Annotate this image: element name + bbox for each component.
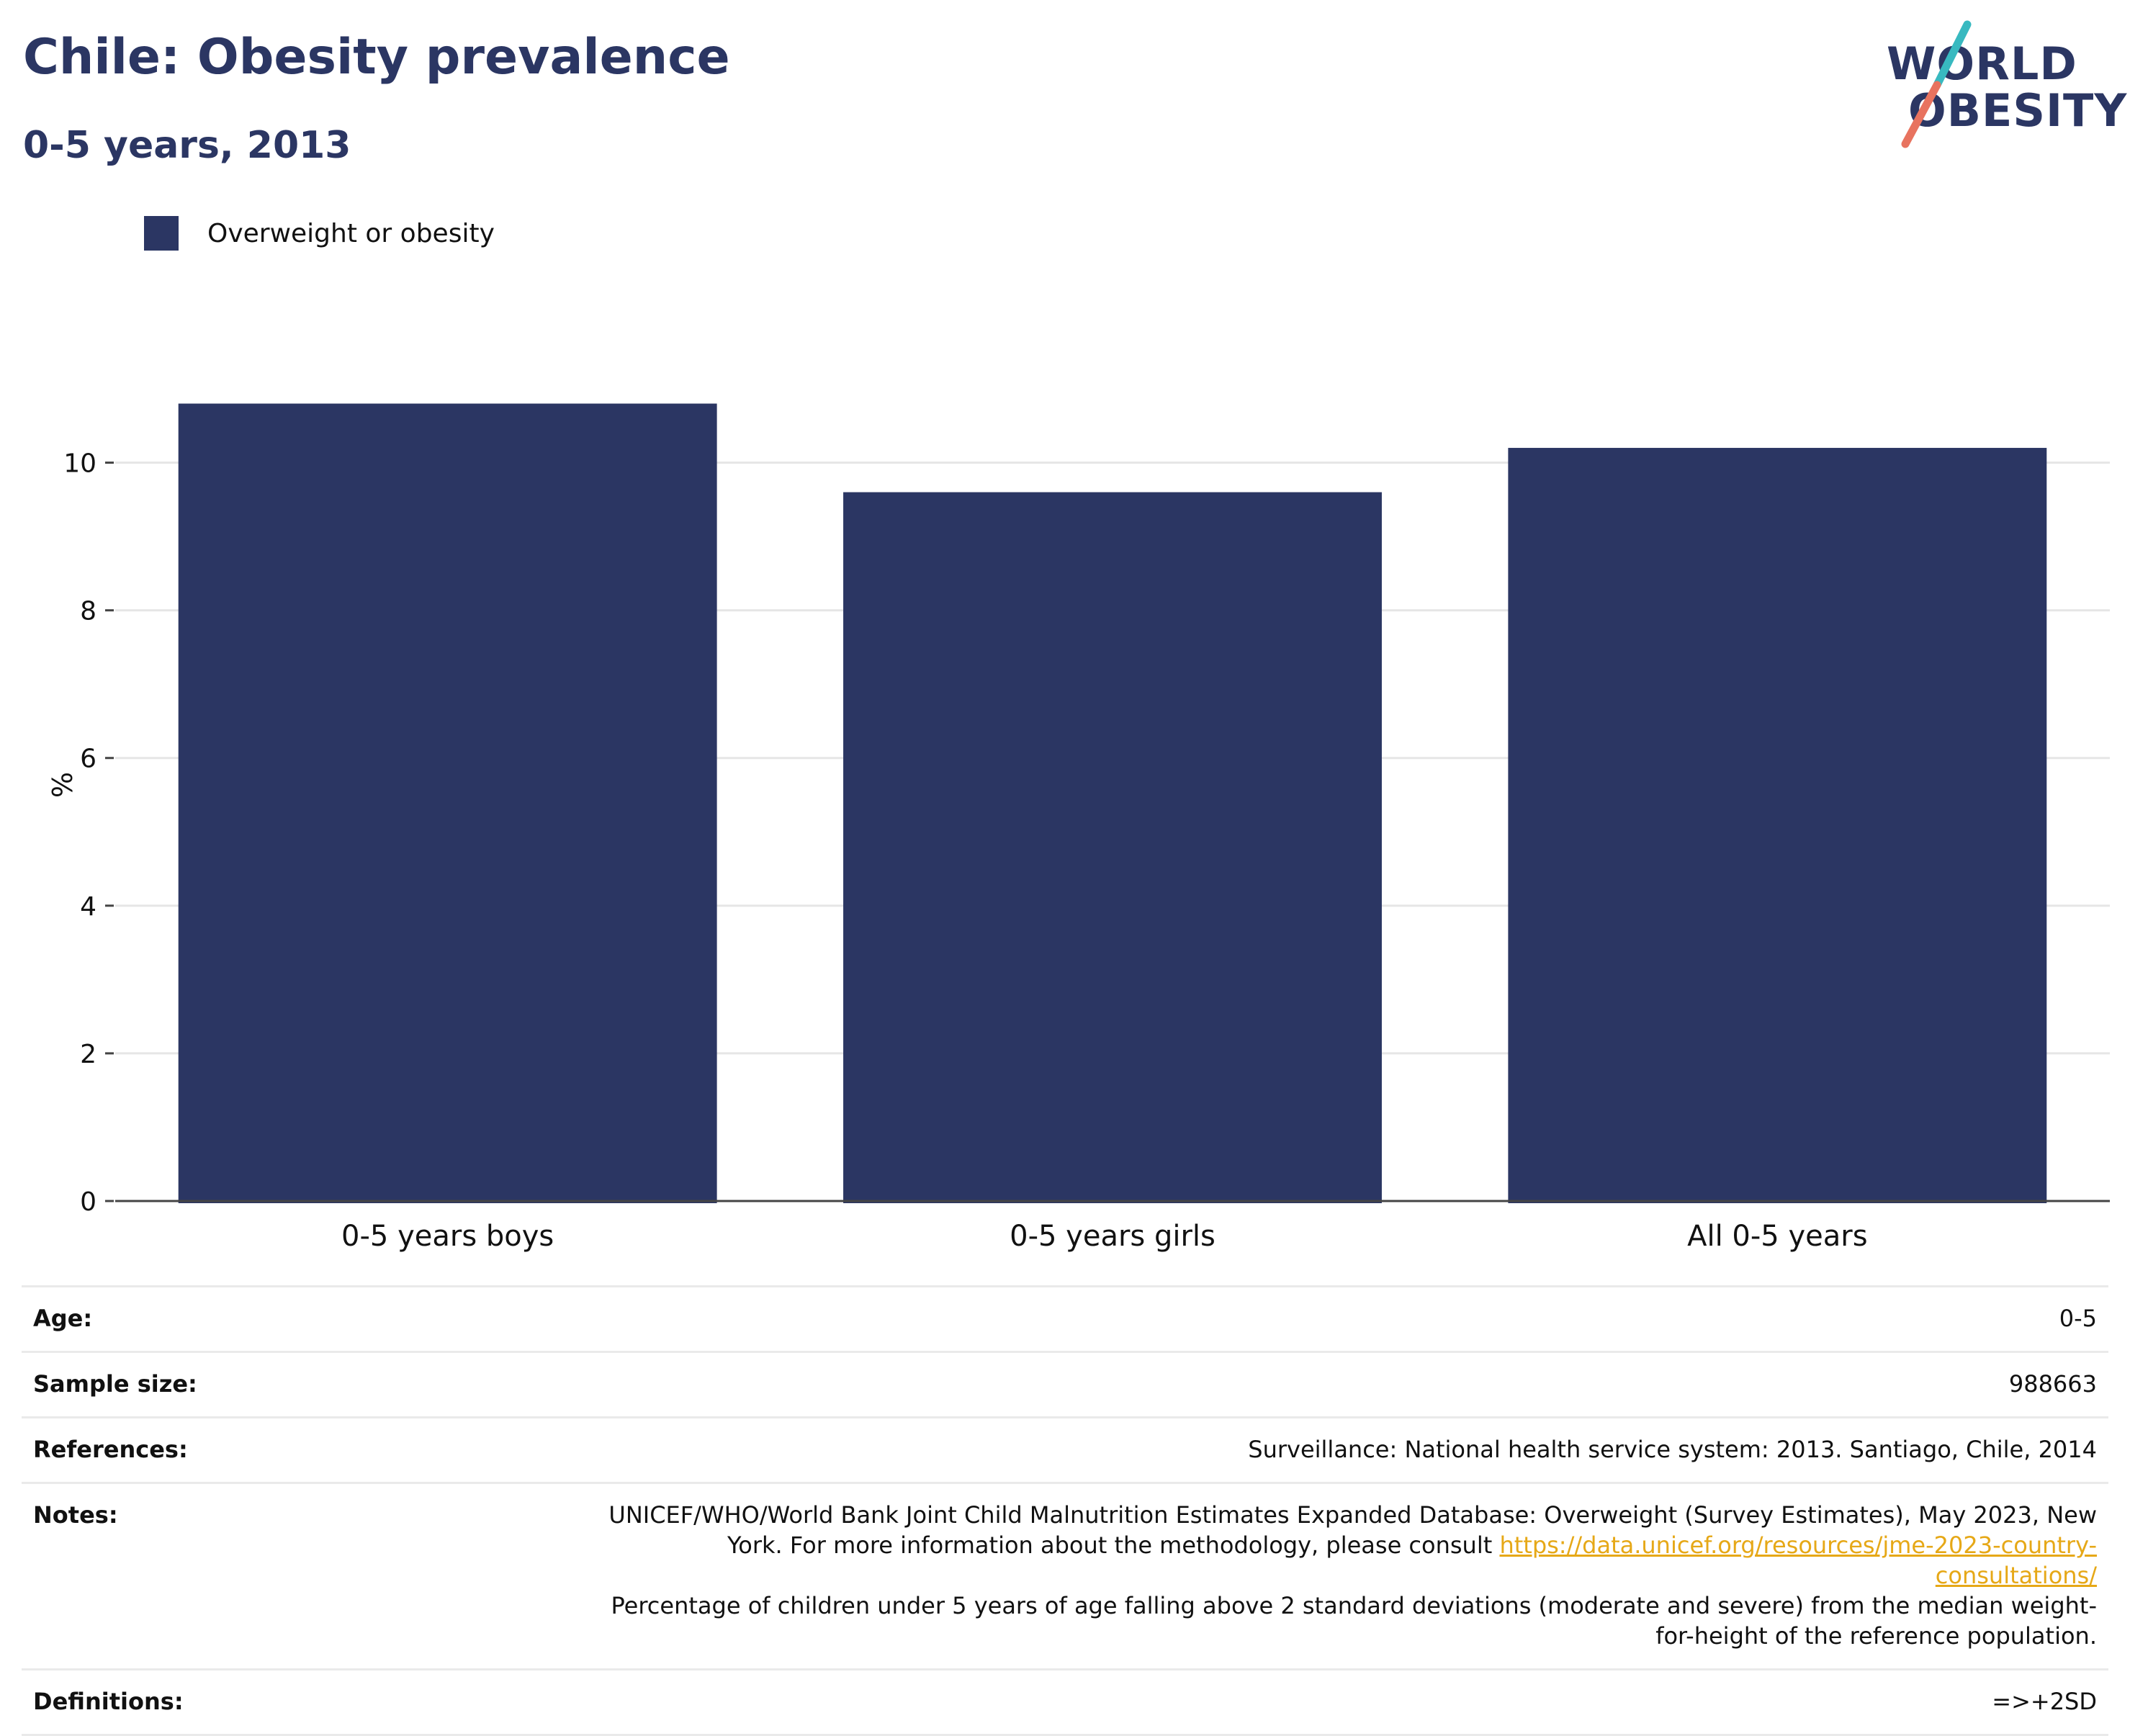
y-tick-label: 4 [80,892,96,922]
references-value: Surveillance: National health service sy… [1248,1436,2097,1463]
definitions-label: Definitions: [33,1688,184,1715]
details-row-notes: Notes: UNICEF/WHO/World Bank Joint Child… [22,1482,2108,1668]
bar-chart: 0 2 4 6 8 10 0-5 years boys 0-5 years girls All… [45,403,2110,1253]
notes-text-1: UNICEF/WHO/World Bank Joint Child Malnut… [608,1501,2097,1559]
bar[interactable] [178,403,717,1204]
details-row-sample-size: Sample size: 988663 [22,1351,2108,1416]
legend-label: Overweight or obesity [207,218,495,248]
bar[interactable] [843,492,1382,1203]
x-tick-label: All 0-5 years [1687,1220,1867,1253]
bar[interactable] [1508,448,2047,1203]
references-label: References: [33,1436,188,1463]
y-tick-label: 8 [80,597,96,626]
definitions-value: =>+2SD [1992,1688,2097,1715]
notes-value: UNICEF/WHO/World Bank Joint Child Malnut… [585,1500,2097,1651]
y-tick-label: 0 [80,1187,96,1217]
legend-swatch [144,216,179,251]
details-row-definitions: Definitions: =>+2SD [22,1668,2108,1736]
y-axis-label: % [45,772,77,798]
sample-size-value: 988663 [2008,1370,2097,1398]
y-tick-labels: 0 2 4 6 8 10 [63,449,114,1217]
x-tick-labels: 0-5 years boys 0-5 years girls All 0-5 yea… [341,1220,1867,1253]
logo-slash-icon [1901,20,1972,148]
methodology-link[interactable]: https://data.unicef.org/resources/jme-20… [1499,1532,2097,1589]
logo-word-world: WORLD [1887,37,2077,90]
notes-text-2: Percentage of children under 5 years of … [611,1592,2098,1650]
bars [178,403,2047,1204]
age-value: 0-5 [2059,1305,2097,1332]
sample-size-label: Sample size: [33,1370,197,1398]
details-row-references: References: Surveillance: National healt… [22,1416,2108,1482]
x-tick-label: 0-5 years girls [1010,1220,1215,1253]
chart-subtitle: 0-5 years, 2013 [23,124,351,167]
age-label: Age: [33,1305,93,1332]
y-tick-label: 10 [63,449,96,479]
y-tick-label: 2 [80,1040,96,1069]
details-table: Age: 0-5 Sample size: 988663 References:… [22,1285,2108,1736]
notes-label: Notes: [33,1501,118,1529]
world-obesity-logo: WORLD OBESITY [1879,20,2126,150]
logo-word-obesity: OBESITY [1908,84,2128,137]
chart-legend[interactable]: Overweight or obesity [144,216,495,251]
y-tick-label: 6 [80,745,96,774]
chart-title: Chile: Obesity prevalence [23,29,730,86]
details-row-age: Age: 0-5 [22,1285,2108,1351]
x-tick-label: 0-5 years boys [341,1220,554,1253]
